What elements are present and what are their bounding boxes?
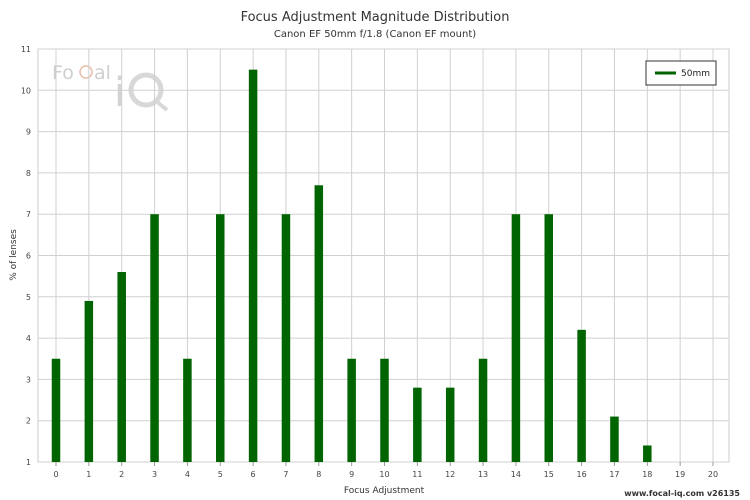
bar <box>314 185 324 463</box>
bar <box>380 358 389 462</box>
x-tick-label: 3 <box>152 470 157 479</box>
x-tick-label: 18 <box>642 470 652 479</box>
x-tick-label: 2 <box>119 470 124 479</box>
bar <box>183 358 192 462</box>
x-axis-label: Focus Adjustment <box>344 486 425 496</box>
bar <box>577 329 586 462</box>
x-tick-label: 1 <box>86 470 91 479</box>
x-tick-label: 8 <box>316 470 321 479</box>
y-axis-label: % of lenses <box>9 229 19 281</box>
bars <box>51 69 652 463</box>
y-tick-label: 6 <box>26 252 31 261</box>
x-tick-label: 11 <box>412 470 422 479</box>
bar <box>610 416 619 462</box>
bar <box>216 214 225 462</box>
x-tick-label: 6 <box>251 470 256 479</box>
x-tick-label: 4 <box>185 470 190 479</box>
y-tick-label: 3 <box>26 375 31 384</box>
bar <box>413 387 422 462</box>
y-tick-label: 1 <box>26 458 31 467</box>
svg-text:Fo: Fo <box>52 62 74 84</box>
bar <box>248 69 258 463</box>
y-tick-label: 2 <box>26 417 31 426</box>
x-tick-label: 10 <box>379 470 389 479</box>
svg-text:al: al <box>94 62 111 84</box>
x-tick-labels: 0 1 2 3 4 5 6 7 8 9 10 11 12 13 14 15 16 17 18 19 20 <box>53 470 718 479</box>
y-tick-label: 5 <box>26 293 31 302</box>
x-tick-label: 5 <box>218 470 223 479</box>
x-tick-label: 17 <box>609 470 619 479</box>
x-tick-label: 9 <box>349 470 354 479</box>
y-tick-label: 4 <box>26 334 31 343</box>
x-tick-label: 13 <box>478 470 488 479</box>
x-tick-label: 7 <box>283 470 288 479</box>
y-tick-label: 9 <box>26 128 31 137</box>
x-tick-label: 0 <box>53 470 58 479</box>
bar <box>117 272 126 462</box>
x-tick-label: 12 <box>445 470 455 479</box>
bar <box>445 387 455 462</box>
bar <box>84 300 94 462</box>
x-tick-label: 20 <box>708 470 718 479</box>
x-tick-label: 16 <box>577 470 587 479</box>
bar <box>643 445 652 462</box>
x-tick-label: 19 <box>675 470 685 479</box>
bar <box>51 358 61 462</box>
bar <box>347 358 356 462</box>
bar <box>478 358 488 462</box>
y-tick-label: 7 <box>26 210 31 219</box>
y-tick-label: 10 <box>21 86 31 95</box>
chart-subtitle: Canon EF 50mm f/1.8 (Canon EF mount) <box>274 29 476 40</box>
x-tick-label: 14 <box>511 470 521 479</box>
svg-text:i: i <box>114 70 125 116</box>
y-tick-label: 11 <box>21 45 31 54</box>
legend: 50mm <box>645 60 717 86</box>
x-tick-label: 15 <box>544 470 554 479</box>
legend-label: 50mm <box>681 69 710 79</box>
bar <box>544 214 553 462</box>
chart-title: Focus Adjustment Magnitude Distribution <box>241 10 510 25</box>
bar <box>511 214 521 462</box>
watermark-logo: Fo al i <box>52 62 169 116</box>
y-tick-label: 8 <box>26 169 31 178</box>
bar <box>281 214 291 462</box>
credit-text: www.focal-iq.com v26135 <box>624 489 740 498</box>
bar <box>150 214 159 462</box>
y-tick-labels: 1 2 3 4 5 6 7 8 9 10 11 <box>21 45 31 467</box>
